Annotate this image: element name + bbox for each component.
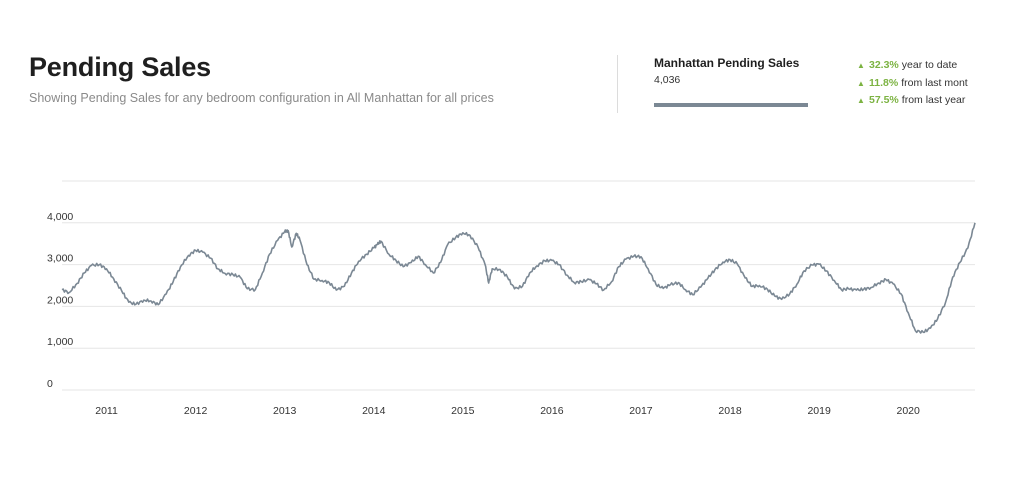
y-tick-label: 4,000 xyxy=(47,211,73,223)
x-tick-label: 2017 xyxy=(629,405,653,417)
up-arrow-icon: ▲ xyxy=(857,61,865,70)
x-tick-label: 2012 xyxy=(184,405,208,417)
x-tick-label: 2020 xyxy=(897,405,921,417)
x-tick-label: 2019 xyxy=(807,405,831,417)
page-subtitle: Showing Pending Sales for any bedroom co… xyxy=(29,91,494,105)
stat-year-to-date: ▲ 32.3% year to date xyxy=(857,58,968,76)
x-tick-label: 2013 xyxy=(273,405,297,417)
stat-label: year to date xyxy=(901,59,958,71)
summary-stats: ▲ 32.3% year to date ▲ 11.8% from last mont … xyxy=(857,58,968,111)
stat-label: from last year xyxy=(901,94,966,106)
up-arrow-icon: ▲ xyxy=(857,96,865,105)
x-tick-label: 2018 xyxy=(718,405,742,417)
stat-percent: 11.8% xyxy=(869,76,899,89)
stat-last-month: ▲ 11.8% from last mont xyxy=(857,76,968,94)
stat-label: from last mont xyxy=(901,76,968,89)
up-arrow-icon: ▲ xyxy=(857,78,865,88)
series-line xyxy=(61,222,976,334)
x-tick-label: 2011 xyxy=(95,405,118,417)
y-tick-label: 2,000 xyxy=(47,294,73,306)
summary-legend-bar xyxy=(654,103,808,107)
stat-percent: 32.3% xyxy=(869,59,899,71)
y-tick-label: 1,000 xyxy=(47,336,73,348)
header-divider xyxy=(617,55,618,113)
x-tick-label: 2015 xyxy=(451,405,475,417)
summary-title: Manhattan Pending Sales xyxy=(654,56,800,70)
page-title: Pending Sales xyxy=(29,52,211,82)
stat-last-year: ▲ 57.5% from last year xyxy=(857,93,968,111)
x-tick-label: 2014 xyxy=(362,405,386,417)
summary-value: 4,036 xyxy=(654,74,681,86)
y-tick-label: 3,000 xyxy=(47,253,73,265)
x-tick-label: 2016 xyxy=(540,405,564,417)
stat-percent: 57.5% xyxy=(869,94,899,106)
y-tick-label: 0 xyxy=(47,378,53,390)
